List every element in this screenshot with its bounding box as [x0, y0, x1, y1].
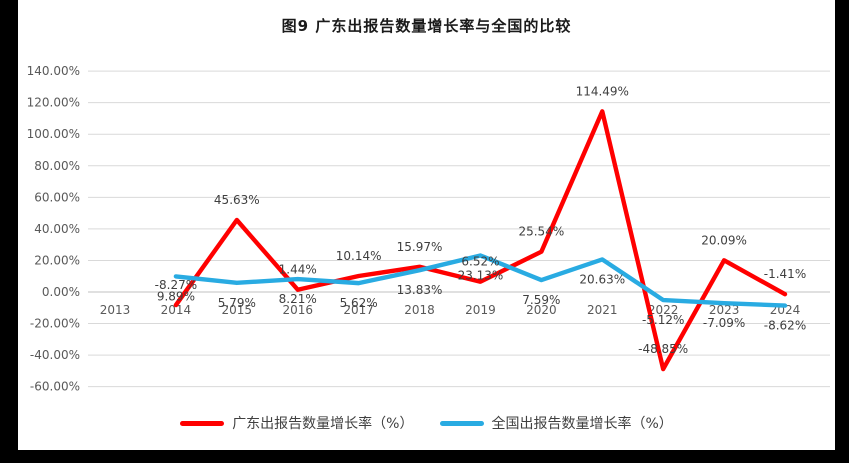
- legend-item-guangdong: 广东出报告数量增长率（%）: [180, 413, 414, 433]
- data-label-national: 5.79%: [218, 296, 256, 310]
- data-label-guangdong: 15.97%: [397, 240, 443, 254]
- y-axis-tick-label: -60.00%: [30, 380, 80, 394]
- frame-right-bar: [835, 0, 849, 463]
- y-axis-tick-label: 20.00%: [34, 253, 80, 267]
- chart-title: 图9 广东出报告数量增长率与全国的比较: [281, 17, 572, 35]
- data-label-national: 9.89%: [157, 289, 195, 303]
- frame-bottom-bar: [0, 450, 849, 463]
- legend-swatch-national: [439, 420, 484, 426]
- frame-left-bar: [0, 0, 18, 463]
- y-axis-tick-label: 140.00%: [27, 64, 80, 78]
- x-axis-year-label: 2014: [161, 303, 192, 317]
- x-axis-year-label: 2015: [222, 303, 253, 317]
- x-axis-year-label: 2017: [343, 303, 374, 317]
- y-axis-tick-label: 80.00%: [34, 159, 80, 173]
- x-axis-year-label: 2021: [587, 303, 618, 317]
- data-label-national: 8.21%: [279, 292, 317, 306]
- data-label-guangdong: 20.09%: [701, 233, 747, 247]
- x-axis-year-label: 2019: [465, 303, 496, 317]
- x-axis-year-label: 2018: [404, 303, 435, 317]
- data-label-national: 20.63%: [579, 272, 625, 286]
- data-label-national: -7.09%: [703, 316, 745, 330]
- y-axis-tick-label: 0.00%: [42, 285, 80, 299]
- y-axis-tick-label: -20.00%: [30, 317, 80, 331]
- legend: 广东出报告数量增长率（%） 全国出报告数量增长率（%）: [18, 410, 835, 436]
- data-label-national: 5.62%: [340, 296, 378, 310]
- legend-label-national: 全国出报告数量增长率（%）: [491, 416, 673, 432]
- y-axis: 140.00% 120.00% 100.00% 80.00% 60.00% 40.00% 2…: [27, 64, 80, 394]
- series-line-national: [173, 253, 788, 308]
- y-axis-tick-label: -40.00%: [30, 348, 80, 362]
- data-label-national: 7.59%: [522, 293, 560, 307]
- y-axis-tick-label: 100.00%: [27, 127, 80, 141]
- series-line-guangdong: [173, 109, 788, 372]
- series-lines: [173, 109, 788, 372]
- x-axis-year-label: 2023: [709, 303, 740, 317]
- x-axis-year-label: 2013: [100, 303, 131, 317]
- data-label-guangdong: 6.52%: [461, 255, 499, 269]
- data-label-guangdong: 25.54%: [518, 225, 564, 239]
- data-label-guangdong: 114.49%: [576, 84, 629, 98]
- y-axis-tick-label: 120.00%: [27, 96, 80, 110]
- x-axis-year-label: 2016: [282, 303, 313, 317]
- legend-label-guangdong: 广东出报告数量增长率（%）: [232, 416, 414, 432]
- data-label-guangdong: -8.27%: [155, 278, 197, 292]
- x-axis-year-label: 2020: [526, 303, 557, 317]
- data-label-national: -5.12%: [642, 313, 684, 327]
- y-axis-tick-label: 60.00%: [34, 190, 80, 204]
- x-axis-year-label: 2022: [648, 303, 679, 317]
- data-label-guangdong: 45.63%: [214, 193, 260, 207]
- data-label-national: 13.83%: [397, 283, 443, 297]
- data-label-national: -8.62%: [764, 319, 806, 333]
- data-label-guangdong: -48.85%: [638, 342, 688, 356]
- data-label-guangdong: 1.44%: [279, 263, 317, 277]
- gridlines: [88, 70, 830, 388]
- data-labels: -8.27% 45.63% 1.44% 10.14% 15.97% 6.52% 25.54%…: [155, 84, 807, 356]
- legend-item-national: 全国出报告数量增长率（%）: [439, 413, 673, 433]
- data-label-guangdong: 10.14%: [336, 249, 382, 263]
- x-axis: 2013 2014 2015 2016 2017 2018 2019 2020 2021 2022…: [100, 303, 801, 317]
- data-label-guangdong: -1.41%: [764, 267, 806, 281]
- legend-swatch-guangdong: [180, 420, 225, 426]
- y-axis-tick-label: 40.00%: [34, 222, 80, 236]
- data-label-national: 23.13%: [458, 269, 504, 283]
